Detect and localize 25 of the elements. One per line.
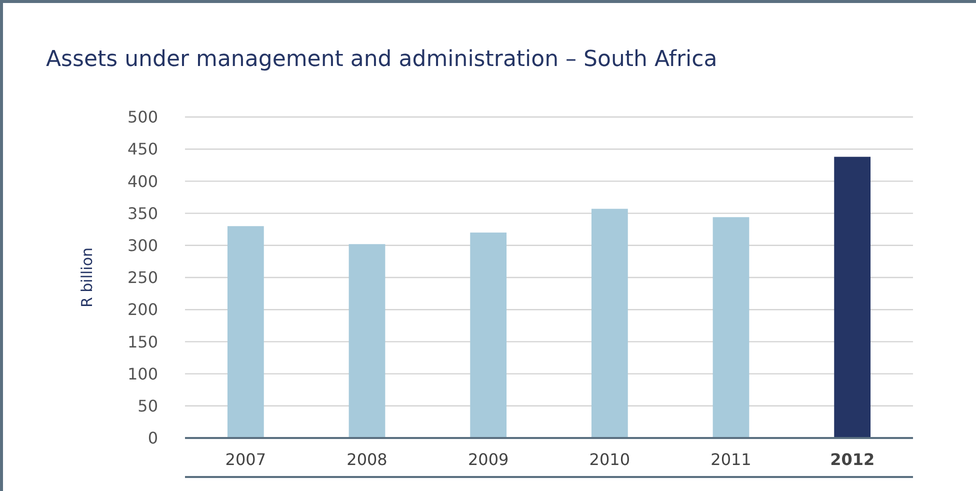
x-tick-label: 2007 [225,450,266,469]
chart-title: Assets under management and administration – South Africa [46,47,718,72]
bar [834,156,871,438]
bar [227,226,264,438]
y-tick-label: 450 [127,140,158,159]
y-tick-label: 0 [148,428,158,448]
y-tick-label: 200 [127,300,158,320]
y-tick-label: 300 [127,236,158,255]
x-tick-label: 2009 [468,450,509,469]
y-tick-label: 250 [127,268,158,288]
bar [712,217,750,438]
y-tick-label: 150 [127,332,158,352]
bar [591,208,628,438]
bar [470,232,507,438]
x-tick-label: 2012 [830,450,875,469]
y-tick-label: 500 [127,108,158,127]
bar [348,244,386,438]
x-tick-label: 2010 [589,450,630,469]
x-tick-label: 2011 [710,450,752,469]
y-tick-label: 50 [138,396,158,416]
y-tick-label: 100 [127,364,158,384]
x-tick-label: 2008 [346,450,388,469]
y-axis-title: R billion [78,247,96,308]
y-tick-label: 400 [127,172,158,191]
y-tick-label: 350 [127,204,158,223]
